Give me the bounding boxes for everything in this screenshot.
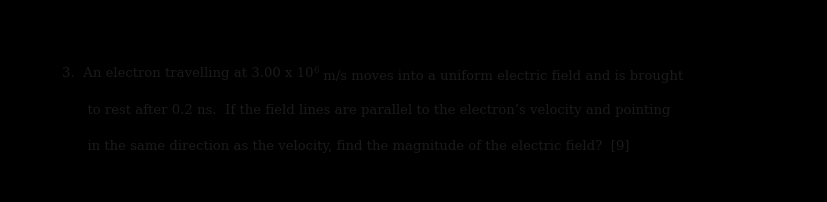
- Text: in the same direction as the velocity, find the magnitude of the electric field?: in the same direction as the velocity, f…: [62, 140, 629, 153]
- Text: m/s moves into a uniform electric field and is brought: m/s moves into a uniform electric field …: [318, 70, 682, 83]
- Text: 6: 6: [313, 65, 318, 74]
- Text: to rest after 0.2 ns.  If the field lines are parallel to the electron’s velocit: to rest after 0.2 ns. If the field lines…: [62, 103, 670, 116]
- Text: 3.  An electron travelling at 3.00 x 10: 3. An electron travelling at 3.00 x 10: [62, 67, 313, 80]
